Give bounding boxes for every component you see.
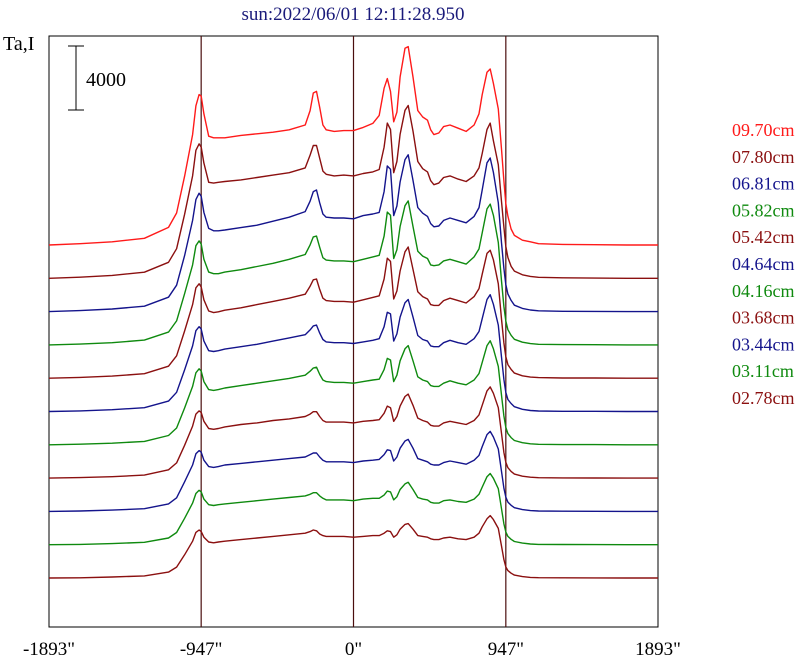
legend-entry-1: 07.80cm <box>732 147 795 167</box>
x-tick-labels: -1893" -947" 0" 947" 1893" <box>23 639 681 660</box>
legend-entry-7: 03.68cm <box>732 308 795 328</box>
series-line-5 <box>48 294 658 413</box>
x-tick-label-1: -947" <box>180 639 223 660</box>
x-tick-label-3: 947" <box>488 639 524 660</box>
legend-entry-4: 05.42cm <box>732 227 795 247</box>
legend-entry-2: 06.81cm <box>732 174 795 194</box>
series-line-9 <box>48 472 658 546</box>
series-line-4 <box>48 246 658 379</box>
series-line-0 <box>48 45 658 246</box>
series-line-2 <box>48 154 658 313</box>
legend-entry-9: 03.11cm <box>732 361 794 381</box>
legend-entry-5: 04.64cm <box>732 254 795 274</box>
chart-title: sun:2022/06/01 12:11:28.950 <box>241 4 464 25</box>
legend-entry-10: 02.78cm <box>732 388 795 408</box>
legend: 09.70cm 07.80cm 06.81cm 05.82cm 05.42cm 04.64… <box>732 120 795 408</box>
y-axis-label: Ta,I <box>3 33 34 55</box>
legend-entry-3: 05.82cm <box>732 200 795 220</box>
legend-entry-0: 09.70cm <box>732 120 795 140</box>
series-line-8 <box>48 430 658 513</box>
x-tick-label-2: 0" <box>345 639 362 660</box>
scale-bar: 4000 <box>68 45 126 111</box>
series-lines <box>48 45 658 579</box>
legend-entry-6: 04.16cm <box>732 281 795 301</box>
series-line-3 <box>48 200 658 346</box>
series-line-1 <box>48 104 658 279</box>
x-tick-label-0: -1893" <box>23 639 75 660</box>
series-line-10 <box>48 514 658 579</box>
legend-entry-8: 03.44cm <box>732 334 795 354</box>
series-line-7 <box>48 386 658 479</box>
scale-bar-label: 4000 <box>86 69 126 91</box>
series-line-6 <box>48 340 658 446</box>
x-tick-label-4: 1893" <box>635 639 681 660</box>
